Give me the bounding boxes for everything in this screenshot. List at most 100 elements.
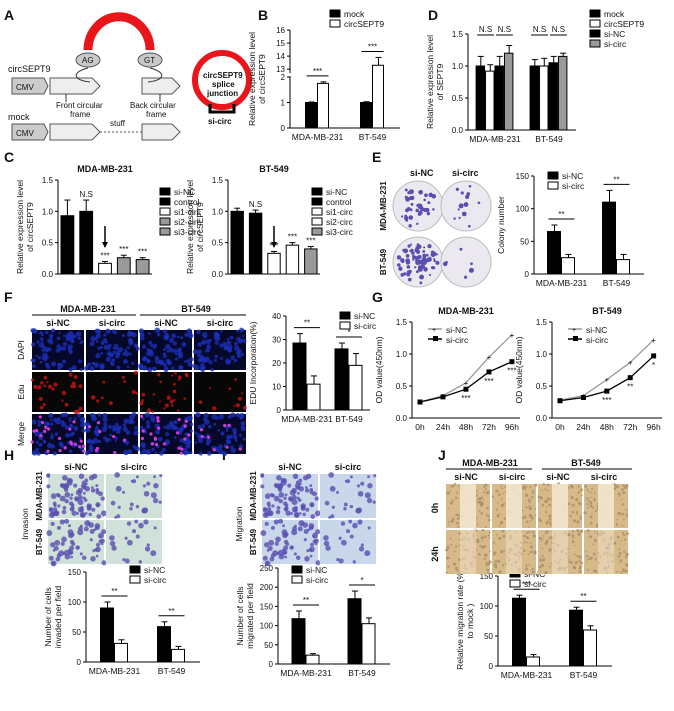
wound-tile-cell [591, 488, 594, 490]
i-tile-cell [278, 498, 283, 504]
merge-cell [156, 419, 160, 423]
wound-tile-cell [572, 519, 577, 523]
y-tick-label-B: 15 [276, 39, 285, 48]
y-axis-label-G1: OD value(450nm) [374, 336, 384, 403]
legend-label-B: circSEPT9 [344, 19, 384, 29]
wound-tile-cell [568, 558, 570, 561]
dapi-tile-cell [45, 349, 49, 353]
wound-tile-cell [498, 525, 501, 527]
edu-tile [30, 372, 84, 414]
colony-dot [422, 253, 427, 258]
edu-tile-cell [174, 371, 177, 375]
colony-dot [431, 194, 437, 199]
i-tile-cell [352, 560, 356, 564]
wound-tile-cell [500, 498, 503, 500]
wound-tile-cell [544, 488, 546, 490]
y-axis-label-H: invaded per field [53, 586, 63, 649]
legend-label-G2: si-circ [586, 335, 609, 345]
mock-construct-label: mock [8, 112, 30, 122]
f-row-label: Merge [16, 422, 26, 446]
bar-H-si-circ [114, 642, 128, 663]
edu-tile-cell [159, 380, 162, 384]
wound-tile-cell [579, 565, 582, 568]
bar-B-circSEPT9 [317, 82, 329, 129]
junction-label-1: circSEPT9 [203, 71, 243, 80]
edu-tile-cell [51, 387, 55, 391]
stuff-label: stuff [110, 119, 126, 128]
wound-tile-cell [527, 498, 530, 501]
h-tile-cell [115, 485, 122, 492]
dapi-tile-cell [226, 338, 230, 341]
h-tile-cell [100, 538, 105, 544]
colony-dot [410, 248, 414, 253]
wound-tile-cell [486, 491, 490, 494]
i-tile-cell [289, 545, 294, 550]
wound-tile-cell [593, 498, 597, 502]
point-G1-si-circ [463, 386, 469, 392]
merge-tile-cell [102, 413, 108, 418]
x-tick-label-F: BT-549 [335, 414, 363, 424]
i-tile-cell [309, 554, 313, 558]
i-tile [320, 519, 376, 564]
bar-D-mock [529, 65, 540, 131]
bar-E-si-NC [547, 231, 561, 275]
i-tile-cell [282, 501, 288, 506]
legend-label-G1: si-circ [446, 335, 469, 345]
wound-tile-cell [546, 506, 548, 508]
colony-dot [405, 260, 411, 265]
h-tile-cell [96, 514, 102, 519]
merge-tile-cell [182, 439, 187, 445]
wound-tile-cell [591, 513, 593, 515]
y-tick-label-H: 100 [68, 598, 82, 607]
panel-label-d: D [428, 7, 438, 23]
h-tile-cell [124, 536, 128, 540]
wound-tile-cell [523, 486, 527, 490]
edu-tile-cell [151, 410, 155, 414]
i-tile-cell [336, 558, 340, 562]
merge-tile-cell [68, 449, 73, 453]
i-tile-cell [269, 556, 275, 562]
h-tile-cell [73, 483, 78, 488]
dapi-tile-cell [171, 366, 175, 370]
wound-tile-cell [589, 501, 593, 505]
annotation-E: ** [613, 175, 619, 184]
wound-tile-cell [496, 533, 498, 536]
h-tile-cell [81, 555, 87, 561]
h-tile-cell [61, 509, 67, 515]
i-tile-cell [264, 542, 270, 548]
legend-swatch-C2 [311, 227, 323, 236]
annotation-C1: *** [119, 245, 128, 254]
cmv-label-1: CMV [16, 83, 34, 92]
wound-tile-cell [542, 558, 546, 562]
h-tile-cell [158, 500, 162, 504]
j-col-label: si-circ [499, 472, 526, 482]
wound-tile-cell [493, 563, 497, 567]
wound-tile-cell [577, 485, 580, 488]
y-tick-label-B: 14 [276, 52, 285, 61]
i-tile-cell [360, 481, 365, 486]
colony-dot [414, 266, 417, 269]
merge-tile-cell [146, 424, 151, 429]
colony-dot [468, 267, 474, 273]
edu-tile-cell [70, 384, 74, 388]
dapi-tile-cell [197, 349, 202, 355]
loop-left [75, 67, 91, 83]
wound-tile-cell [494, 565, 498, 569]
wound-tile-cell [591, 506, 595, 509]
y-tick-label-J: 0 [489, 662, 494, 671]
x-tick-label-I: MDA-MB-231 [280, 668, 332, 678]
bar-E-si-circ [561, 257, 575, 275]
colony-dot [407, 244, 411, 248]
wound-tile-cell [579, 517, 582, 520]
f-group-label: BT-549 [181, 304, 211, 314]
wound-tile-cell [486, 514, 489, 517]
h-tile-cell [75, 545, 80, 550]
dapi-tile-cell [181, 342, 187, 347]
i-tile-cell [267, 510, 274, 517]
annotation-C2: N.S [249, 200, 262, 209]
dapi-tile-cell [95, 340, 99, 343]
dapi-tile-cell [75, 331, 82, 337]
chart-B: Relative expression level of circSEPT9 0 1 2… [247, 9, 400, 142]
merge-cell [199, 428, 204, 432]
